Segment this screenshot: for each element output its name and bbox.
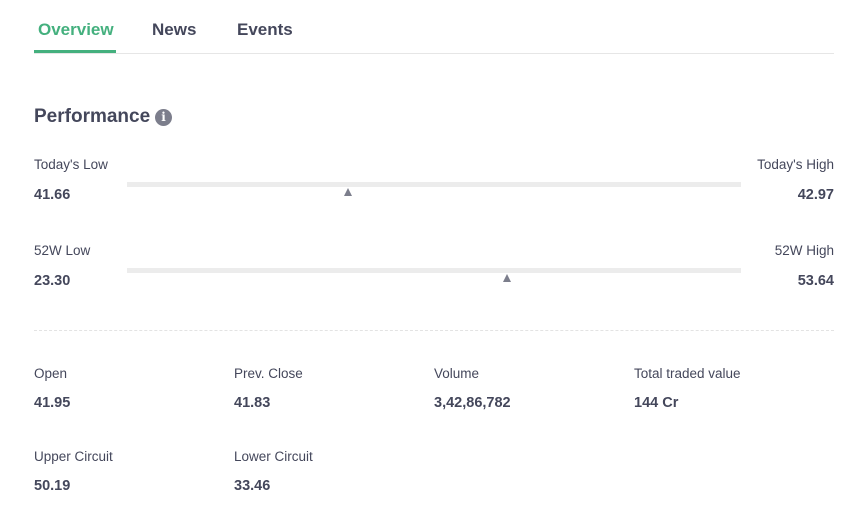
tab-news[interactable]: News (152, 20, 197, 39)
stat-value: 144 Cr (634, 395, 679, 411)
stat-value: 33.46 (234, 478, 271, 494)
today-range-marker (343, 188, 352, 196)
52w-range-marker (503, 274, 512, 282)
info-icon[interactable]: i (155, 109, 172, 126)
divider (34, 330, 834, 331)
today-range-bar (127, 182, 741, 187)
52w-low-value: 23.30 (34, 273, 71, 289)
today-high-label: Today's High (757, 157, 834, 172)
stat-label: Volume (434, 366, 480, 381)
today-low-label: Today's Low (34, 157, 108, 172)
52w-range-bar (127, 268, 741, 273)
stat-label: Open (34, 366, 68, 381)
stat-label: Lower Circuit (234, 449, 313, 464)
stat-value: 41.83 (234, 395, 271, 411)
stat-label: Prev. Close (234, 366, 303, 381)
stat-label: Total traded value (634, 366, 741, 381)
stat-value: 41.95 (34, 395, 71, 411)
stat-label: Upper Circuit (34, 449, 113, 464)
52w-high-value: 53.64 (797, 273, 834, 289)
tab-overview[interactable]: Overview (38, 20, 114, 39)
stat-value: 3,42,86,782 (434, 395, 511, 411)
active-tab-indicator (34, 50, 116, 53)
today-low-value: 41.66 (34, 187, 71, 203)
today-high-value: 42.97 (797, 187, 834, 203)
52w-low-label: 52W Low (34, 243, 91, 258)
stat-value: 50.19 (34, 478, 71, 494)
tab-bar: Overview News Events (34, 0, 834, 54)
tab-events[interactable]: Events (237, 20, 293, 39)
52w-high-label: 52W High (774, 243, 834, 258)
section-title: Performance (34, 106, 151, 127)
